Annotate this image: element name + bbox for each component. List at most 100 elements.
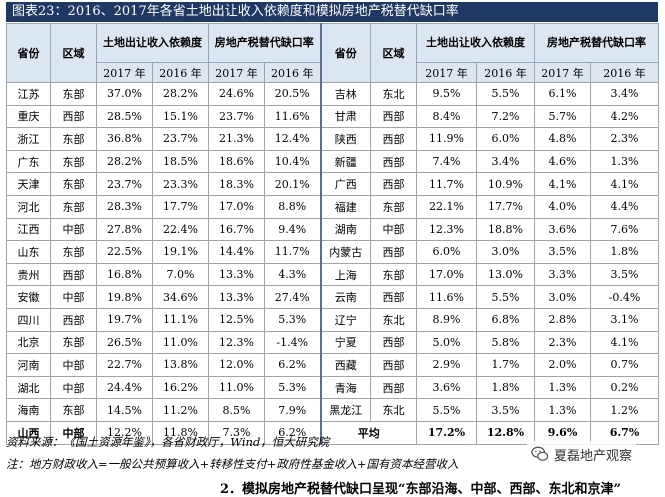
table-cell: 12.5% [208, 307, 265, 332]
table-cell: 东部 [50, 149, 97, 174]
table-cell: 12.3% [208, 330, 265, 355]
col-province-right: 省份 [319, 23, 371, 83]
table-cell: 6.0% [416, 240, 477, 264]
table-cell: 8.8% [264, 194, 321, 219]
table-cell: 东部 [50, 194, 97, 219]
col-region: 区域 [50, 23, 97, 83]
table-cell: 江西 [6, 217, 51, 242]
table-cell: 6.1% [534, 82, 591, 106]
table-cell: 22.4% [152, 217, 209, 242]
table-cell: 3.3% [534, 262, 591, 287]
table-cell: 山东 [6, 240, 51, 264]
table-cell: 7.2% [476, 104, 535, 129]
table-cell: 北京 [6, 330, 51, 355]
data-table: 省份 区域 土地出让收入依赖度 房地产税替代缺口率 省份 区域 土地出让收入依赖… [6, 23, 659, 445]
table-cell: 17.7% [152, 194, 209, 219]
table-cell: 28.2% [152, 82, 209, 106]
table-cell: 东部 [370, 194, 417, 219]
table-cell: -1.4% [264, 330, 321, 355]
table-cell: 24.4% [96, 375, 153, 400]
table-cell: 广东 [6, 149, 51, 174]
table-row: 江西 中部 27.8% 22.4% 16.7% 9.4% 湖南 中部 12.3% 18.8% 3.6… [6, 217, 659, 242]
table-cell: 1.2% [590, 398, 659, 422]
table-cell: 中部 [50, 420, 97, 445]
table-cell: 2.9% [416, 353, 477, 377]
table-cell: 东北 [370, 82, 417, 106]
table-row: 贵州 西部 16.8% 7.0% 13.3% 4.3% 上海 东部 17.0% 13.0% 3.3%… [6, 262, 659, 287]
table-cell: 10.9% [476, 172, 535, 196]
table-cell: 西部 [50, 104, 97, 129]
average-label: 平均 [319, 420, 417, 445]
table-cell: 28.2% [96, 149, 153, 174]
table-cell: 20.5% [264, 82, 321, 106]
average-value: 17.2% [416, 420, 477, 445]
col-province: 省份 [6, 23, 51, 83]
table-cell: 23.3% [152, 172, 209, 196]
table-cell: 0.2% [590, 375, 659, 400]
table-cell: 6.0% [476, 127, 535, 151]
year-header-row: 2017 年 2016 年 2017 年 2016 年 2017 年 2016 … [7, 62, 659, 83]
table-cell: 12.4% [264, 127, 321, 151]
table-cell: 西部 [50, 262, 97, 287]
table-cell: 23.7% [208, 104, 265, 129]
table-cell: 河南 [6, 353, 51, 377]
table-cell: 3.0% [534, 285, 591, 309]
table-cell: 贵州 [6, 262, 51, 287]
table-cell: 14.5% [96, 398, 153, 422]
table-row: 北京 东部 26.5% 11.0% 12.3% -1.4% 宁夏 西部 5.0% 5.8% 2.3%… [6, 330, 659, 355]
table-cell: 1.3% [534, 398, 591, 422]
col-region-right: 区域 [370, 23, 417, 83]
table-cell: 24.6% [208, 82, 265, 106]
table-cell: 4.1% [590, 330, 659, 355]
table-cell: 11.8% [152, 420, 209, 445]
formula-note: 注：地方财政收入=一般公共预算收入+转移性支付+政府性基金收入+国有资本经营收入 [6, 457, 459, 471]
table-cell: 12.3% [416, 217, 477, 242]
table-cell: 辽宁 [319, 307, 371, 332]
table-cell: 27.4% [264, 285, 321, 309]
table-cell: 17.0% [208, 194, 265, 219]
table-cell: 13.0% [476, 262, 535, 287]
table-cell: 20.1% [264, 172, 321, 196]
table-cell: 22.1% [416, 194, 477, 219]
table-cell: 11.7% [416, 172, 477, 196]
col-2017: 2017 年 [96, 62, 153, 83]
table-cell: 云南 [319, 285, 371, 309]
table-cell: 5.8% [476, 330, 535, 355]
table-cell: 湖北 [6, 375, 51, 400]
table-row: 河南 中部 22.7% 13.8% 12.0% 6.2% 西藏 西部 2.9% 1.7% 2.0% 0… [6, 353, 659, 377]
table-cell: 1.7% [476, 353, 535, 377]
table-cell: 15.1% [152, 104, 209, 129]
table-cell: 2.0% [534, 353, 591, 377]
table-cell: 6.8% [476, 307, 535, 332]
table-cell: 河北 [6, 194, 51, 219]
table-cell: 8.9% [416, 307, 477, 332]
figure-title: 图表23：2016、2017年各省土地出让收入依赖度和模拟房地产税替代缺口率 [6, 2, 658, 22]
table-cell: 9.4% [264, 217, 321, 242]
table-row: 海南 东部 14.5% 11.2% 8.5% 7.9% 黑龙江 东北 5.5% 3.5% 1.3% 1… [6, 398, 659, 422]
table-row: 广东 东部 28.2% 18.5% 18.6% 10.4% 新疆 西部 7.4% 3.4% 4.6%… [6, 149, 659, 174]
col-2016: 2016 年 [590, 62, 659, 83]
table-cell: 1.3% [590, 149, 659, 174]
table-cell: 西部 [370, 285, 417, 309]
table-cell: 2.3% [590, 127, 659, 151]
table-cell: 26.5% [96, 330, 153, 355]
table-cell: 18.8% [476, 217, 535, 242]
table-cell: 4.8% [534, 127, 591, 151]
table-cell: 13.3% [208, 262, 265, 287]
table-cell: 17.0% [416, 262, 477, 287]
table-cell: 3.4% [476, 149, 535, 174]
table-cell: 23.7% [96, 172, 153, 196]
table-cell: 10.4% [264, 149, 321, 174]
table-cell: 7.0% [152, 262, 209, 287]
table-cell: 11.0% [208, 375, 265, 400]
table-row: 重庆 西部 28.5% 15.1% 23.7% 11.6% 甘肃 西部 8.4% 7.2% 5.7%… [6, 104, 659, 129]
table-cell: 1.8% [590, 240, 659, 264]
table-cell: 5.3% [264, 375, 321, 400]
table-row: 河北 东部 28.3% 17.7% 17.0% 8.8% 福建 东部 22.1% 17.7% 4.0… [6, 194, 659, 219]
col-tax-gap-right: 房地产税替代缺口率 [534, 23, 659, 63]
table-cell: 3.0% [476, 240, 535, 264]
table-cell: 海南 [6, 398, 51, 422]
table-cell: 中部 [370, 217, 417, 242]
table-cell: 3.1% [590, 307, 659, 332]
table-cell: 上海 [319, 262, 371, 287]
